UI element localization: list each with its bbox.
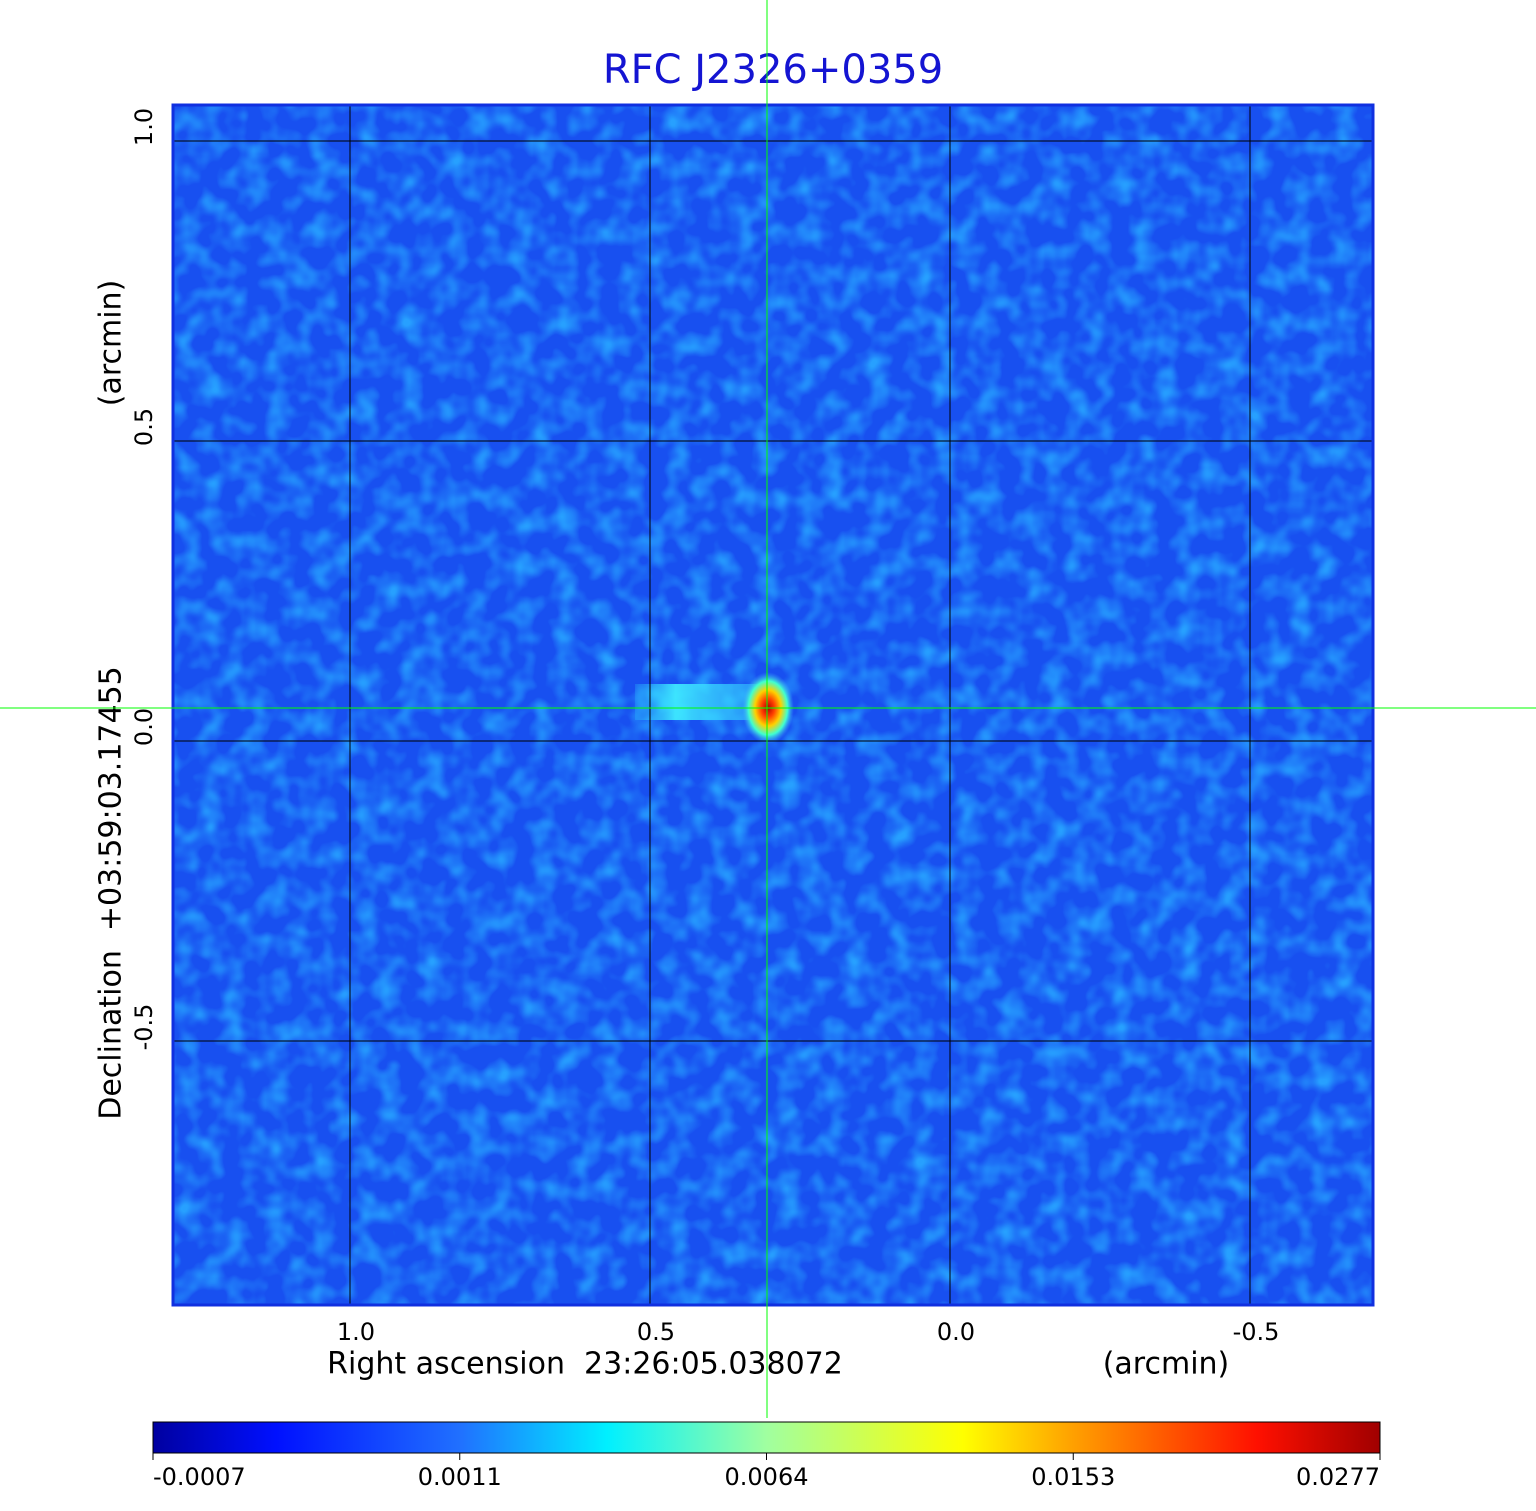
x-axis-label: Right ascension 23:26:05.038072 (327, 1347, 843, 1382)
x-tick-label: 0.5 (637, 1318, 675, 1346)
colorbar-tick-label: 0.0153 (1031, 1463, 1115, 1491)
colorbar-tick-label: -0.0007 (153, 1463, 246, 1491)
y-axis-unit: (arcmin) (94, 280, 129, 407)
colorbar-tick-label: 0.0277 (1296, 1463, 1380, 1491)
x-tick-label: -0.5 (1233, 1318, 1280, 1346)
y-tick-label: 1.0 (130, 108, 158, 146)
chart-title: RFC J2326+0359 (603, 47, 943, 93)
x-tick-label: 1.0 (337, 1318, 375, 1346)
colorbar (152, 1421, 1381, 1454)
colorbar-tick-label: 0.0011 (418, 1463, 502, 1491)
y-tick-label: 0.5 (130, 408, 158, 446)
y-axis-label: Declination +03:59:03.17455 (94, 666, 129, 1120)
colorbar-tick-label: 0.0064 (725, 1463, 809, 1491)
x-tick-label: 0.0 (937, 1318, 975, 1346)
y-tick-label: -0.5 (130, 1004, 158, 1051)
y-tick-label: 0.0 (130, 708, 158, 746)
plot-area (173, 105, 1373, 1305)
image-frame (171, 103, 1375, 1307)
x-axis-unit: (arcmin) (1103, 1347, 1230, 1382)
